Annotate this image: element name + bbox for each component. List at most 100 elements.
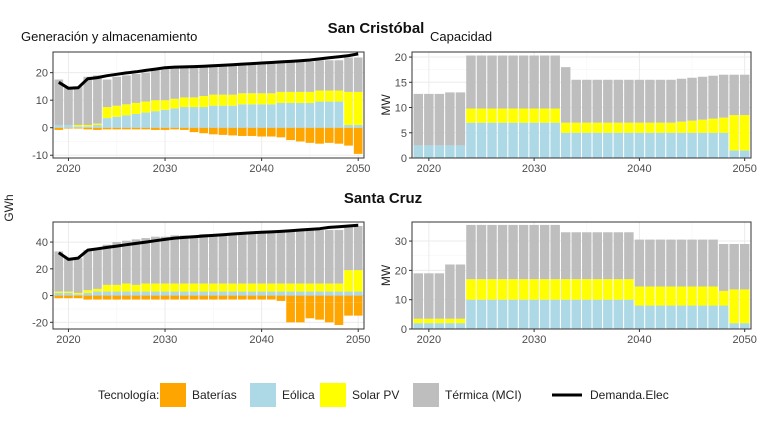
bar-bater-as-2047 [324, 295, 334, 303]
bar-t-rmica-mci--2026 [122, 75, 131, 105]
bar-e-lica-2035 [208, 291, 218, 296]
bar-solar-pv-2040 [257, 283, 266, 292]
bar-solar-pv-2044 [295, 283, 305, 292]
bar-t-rmica-mci--2029 [518, 224, 529, 280]
bar-t-rmica-mci--2044 [676, 78, 687, 122]
bar-solar-pv-2037 [228, 283, 237, 292]
bar-e-lica-2025 [476, 299, 487, 329]
bar-t-rmica-mci--2042 [276, 231, 286, 284]
bar-t-rmica-mci--2024 [102, 244, 112, 285]
bar-t-rmica-mci--2042 [655, 239, 666, 287]
y-tick-label: 10 [395, 295, 407, 307]
bar-solar-pv-2035 [208, 94, 218, 106]
bar-bater-as-2040 [257, 127, 266, 137]
bar-solar-pv-2020 [64, 291, 73, 293]
bar-solar-pv-2027 [497, 279, 508, 300]
bar-t-rmica-mci--2025 [476, 55, 487, 109]
legend: Tecnología: Baterías Eólica Solar PV Térmica… [98, 383, 669, 407]
bar-solar-pv-2034 [571, 279, 581, 300]
bar-solar-pv-2024 [466, 279, 476, 300]
bar-t-rmica-mci--2041 [266, 232, 276, 284]
bar-t-rmica-mci--2024 [466, 55, 476, 109]
bar-t-rmica-mci--2031 [170, 235, 180, 284]
bar-solar-pv-2035 [582, 122, 592, 133]
bar-solar-pv-2041 [645, 286, 655, 306]
panel-title-generation: Generación y almacenamiento [21, 29, 197, 44]
bar-bater-as-2050 [353, 127, 363, 154]
bar-t-rmica-mci--2030 [160, 236, 170, 284]
bar-e-lica-2021 [434, 145, 445, 158]
bar-t-rmica-mci--2034 [199, 234, 209, 284]
bar-e-lica-2046 [315, 291, 324, 296]
bar-solar-pv-2043 [666, 286, 676, 306]
bar-solar-pv-2028 [508, 108, 518, 123]
y-tick-label: 20 [395, 52, 407, 64]
bar-e-lica-2039 [247, 104, 257, 128]
bar-e-lica-2032 [550, 122, 560, 158]
bar-t-rmica-mci--2020 [64, 258, 73, 292]
bar-solar-pv-2032 [550, 108, 560, 123]
bar-e-lica-2020 [64, 124, 73, 128]
bar-t-rmica-mci--2023 [455, 264, 466, 319]
bar-solar-pv-2028 [508, 279, 518, 300]
bar-e-lica-2023 [93, 291, 102, 296]
bar-e-lica-2047 [708, 305, 718, 329]
bar-bater-as-2021 [73, 127, 83, 129]
bar-e-lica-2019 [54, 292, 64, 296]
bar-solar-pv-2047 [708, 118, 718, 133]
bar-solar-pv-2045 [687, 286, 697, 306]
bar-e-lica-2048 [334, 101, 344, 128]
panel-border [52, 51, 365, 159]
bar-solar-pv-2033 [189, 97, 199, 108]
bar-t-rmica-mci--2024 [102, 79, 112, 108]
bar-solar-pv-2034 [571, 122, 581, 133]
bar-solar-pv-2041 [645, 122, 655, 133]
bar-solar-pv-2024 [102, 284, 112, 292]
bar-e-lica-2035 [208, 105, 218, 128]
bar-e-lica-2044 [295, 102, 305, 128]
bar-solar-pv-2046 [315, 90, 324, 102]
bar-bater-as-2031 [170, 127, 180, 130]
bar-t-rmica-mci--2021 [73, 86, 83, 125]
bar-solar-pv-2032 [180, 97, 189, 108]
bar-solar-pv-2050 [353, 270, 363, 292]
bar-t-rmica-mci--2043 [286, 230, 295, 284]
bar-t-rmica-mci--2037 [228, 64, 237, 95]
bar-solar-pv-2038 [613, 122, 624, 133]
bar-solar-pv-2037 [603, 279, 613, 300]
bar-solar-pv-2050 [353, 91, 363, 125]
bar-e-lica-2035 [582, 132, 592, 158]
bar-solar-pv-2036 [592, 122, 603, 133]
bar-t-rmica-mci--2036 [592, 232, 603, 280]
bar-t-rmica-mci--2049 [344, 57, 353, 92]
bar-e-lica-2022 [83, 292, 93, 296]
bar-e-lica-2026 [122, 115, 131, 128]
y-tick-label: 5 [401, 128, 407, 140]
bar-e-lica-2041 [266, 104, 276, 128]
bar-bater-as-2045 [305, 127, 315, 143]
bar-e-lica-2020 [424, 145, 434, 158]
bar-t-rmica-mci--2038 [613, 232, 624, 280]
bar-e-lica-2040 [634, 132, 645, 158]
bar-t-rmica-mci--2035 [208, 234, 218, 284]
bar-t-rmica-mci--2032 [180, 235, 189, 284]
bar-e-lica-2033 [189, 291, 199, 296]
bar-bater-as-2043 [286, 295, 295, 303]
bar-solar-pv-2046 [697, 119, 708, 133]
bar-baterias-extra-2050 [353, 302, 363, 316]
legend-key-e-lica [250, 383, 276, 407]
bar-solar-pv-2027 [497, 108, 508, 123]
bar-e-lica-2048 [718, 132, 729, 158]
bar-bater-as-2031 [170, 295, 180, 300]
bar-t-rmica-mci--2034 [571, 232, 581, 280]
bar-e-lica-2023 [455, 145, 466, 158]
bar-bater-as-2027 [131, 127, 141, 130]
bar-bater-as-2046 [315, 295, 324, 303]
bar-bater-as-2029 [151, 295, 160, 300]
bar-e-lica-2049 [344, 291, 353, 296]
bar-solar-pv-2039 [247, 283, 257, 292]
bar-solar-pv-2043 [286, 91, 295, 103]
bar-t-rmica-mci--2040 [257, 232, 266, 284]
bar-e-lica-2037 [228, 105, 237, 128]
